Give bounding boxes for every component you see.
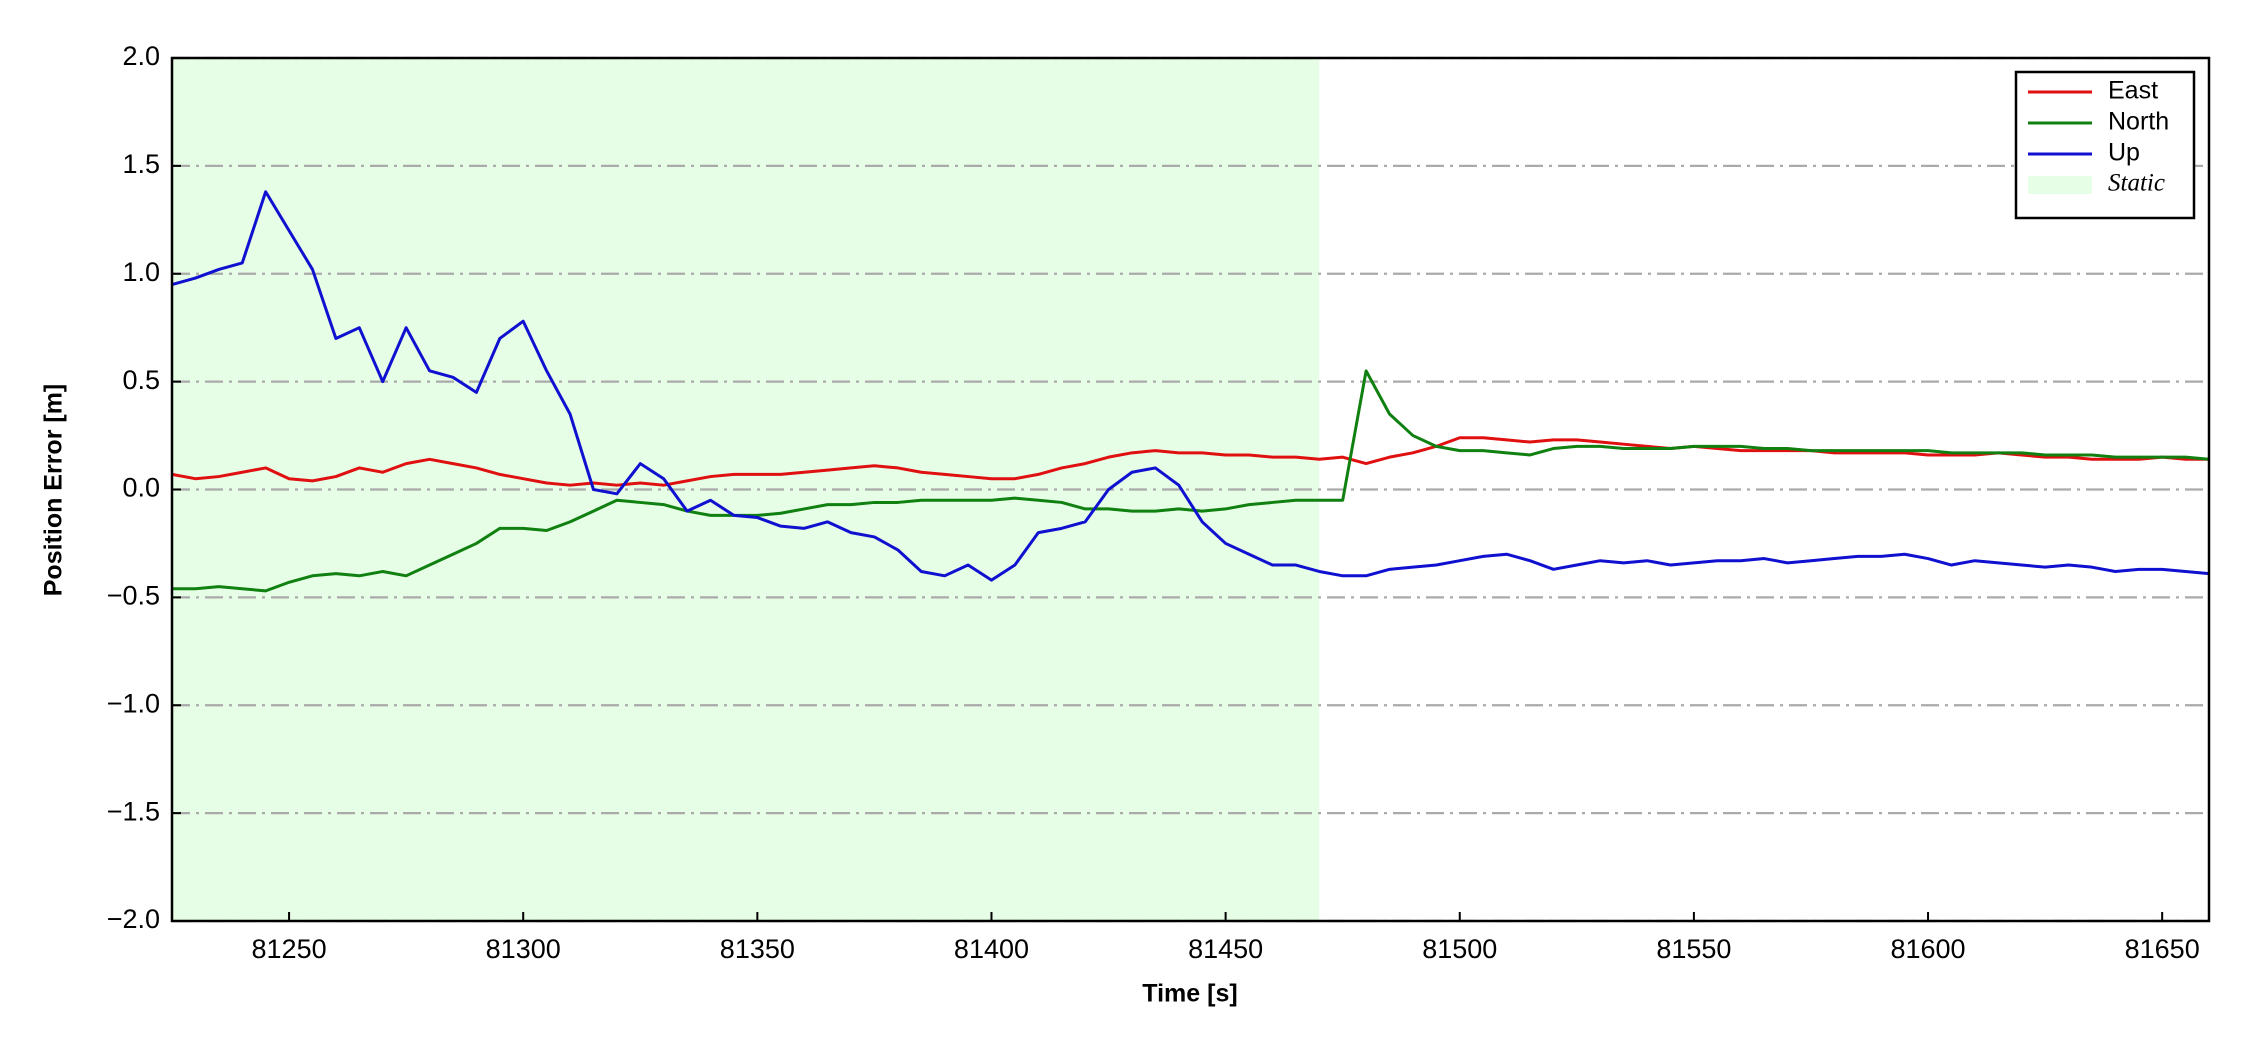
y-tick-label: −2.0: [107, 904, 160, 934]
data-line: [171, 190, 2210, 582]
y-tick-label: −1.5: [107, 796, 160, 826]
data-line: [171, 436, 2209, 487]
legend-label: North: [2108, 108, 2169, 136]
x-tick-label: 81300: [486, 934, 561, 964]
y-tick-label: −1.0: [107, 688, 160, 718]
x-tick-label: 81650: [2125, 934, 2200, 964]
y-tick-label: −0.5: [107, 581, 160, 611]
x-tick-label: 81250: [252, 934, 327, 964]
x-axis-label: Time [s]: [1142, 980, 1237, 1008]
legend-label: Static: [2108, 170, 2165, 197]
x-tick-label: 81550: [1656, 934, 1731, 964]
y-tick-label: 1.5: [122, 149, 160, 179]
y-axis-label: Position Error [m]: [40, 384, 68, 597]
y-tick-label: 0.0: [122, 473, 160, 503]
legend-label: Up: [2108, 139, 2140, 167]
x-tick-label: 81600: [1890, 934, 1965, 964]
data-line: [172, 369, 2210, 593]
x-tick-label: 81400: [954, 934, 1029, 964]
legend-label: East: [2108, 77, 2158, 105]
x-tick-label: 81450: [1188, 934, 1263, 964]
y-tick-label: 1.0: [122, 257, 160, 287]
legend-swatch: [2028, 176, 2092, 194]
plot-frame: [170, 56, 2211, 923]
y-tick-label: 0.5: [122, 365, 160, 395]
x-tick-label: 81350: [720, 934, 795, 964]
y-tick-label: 2.0: [122, 41, 160, 71]
legend-box: [2014, 70, 2196, 220]
x-tick-label: 81500: [1422, 934, 1497, 964]
